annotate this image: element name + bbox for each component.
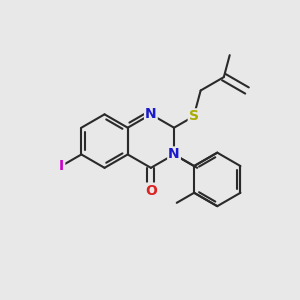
Text: N: N <box>145 107 157 121</box>
Text: I: I <box>59 159 64 173</box>
Text: N: N <box>168 148 180 161</box>
Text: O: O <box>145 184 157 198</box>
Text: S: S <box>189 109 199 123</box>
